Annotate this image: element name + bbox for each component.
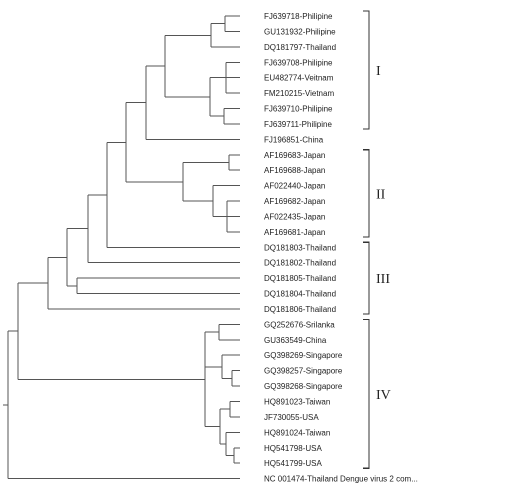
leaf-label: HQ541799-USA (264, 459, 322, 468)
leaf-label: HQ541798-USA (264, 444, 322, 453)
leaf-labels: FJ639718-Philipine GU131932-Philipine DQ18… (264, 12, 418, 484)
leaf-label: GQ398269-Singapore (264, 351, 343, 360)
clade-label: IV (376, 388, 391, 403)
leaf-label: GU131932-Philipine (264, 27, 336, 36)
leaf-label: AF169681-Japan (264, 228, 325, 237)
leaf-label: HQ891024-Taiwan (264, 428, 330, 437)
leaf-label: AF169682-Japan (264, 197, 325, 206)
clade-label: III (376, 272, 390, 287)
leaf-label: DQ181803-Thailand (264, 243, 336, 252)
leaf-label: FJ639711-Philipine (264, 120, 332, 129)
leaf-label: AF022440-Japan (264, 182, 325, 191)
clade-bracket (363, 241, 370, 315)
leaf-label: AF169683-Japan (264, 151, 325, 160)
leaf-label: DQ181797-Thailand (264, 43, 336, 52)
leaf-label: EU482774-Veitnam (264, 74, 334, 83)
leaf-label: GQ398268-Singapore (264, 382, 343, 391)
leaf-label: GU363549-China (264, 336, 327, 345)
leaf-label: FJ639710-Philipine (264, 105, 333, 114)
clade-bracket (363, 149, 370, 238)
leaf-label: NC 001474-Thailand Dengue virus 2 com... (264, 475, 418, 484)
leaf-label: FJ196851-China (264, 135, 324, 144)
leaf-label: JF730055-USA (264, 413, 319, 422)
leaf-label: AF022435-Japan (264, 212, 325, 221)
clade-bracket (363, 10, 370, 130)
leaf-label: DQ181806-Thailand (264, 305, 336, 314)
leaf-label: FJ639718-Philipine (264, 12, 333, 21)
leaf-label: DQ181802-Thailand (264, 259, 336, 268)
leaf-label: HQ891023-Taiwan (264, 398, 330, 407)
leaf-label: FJ639708-Philipine (264, 58, 333, 67)
leaf-label: GQ398257-Singapore (264, 367, 343, 376)
leaf-label: FM210215-Vietnam (264, 89, 334, 98)
tree-branches (3, 15, 240, 480)
leaf-label: DQ181804-Thailand (264, 290, 336, 299)
leaf-label: GQ252676-Srilanka (264, 320, 335, 329)
leaf-label: AF169688-Japan (264, 166, 325, 175)
clade-bracket (363, 318, 370, 469)
clade-label: II (376, 187, 386, 202)
leaf-label: DQ181805-Thailand (264, 274, 336, 283)
clade-label: I (376, 64, 381, 79)
